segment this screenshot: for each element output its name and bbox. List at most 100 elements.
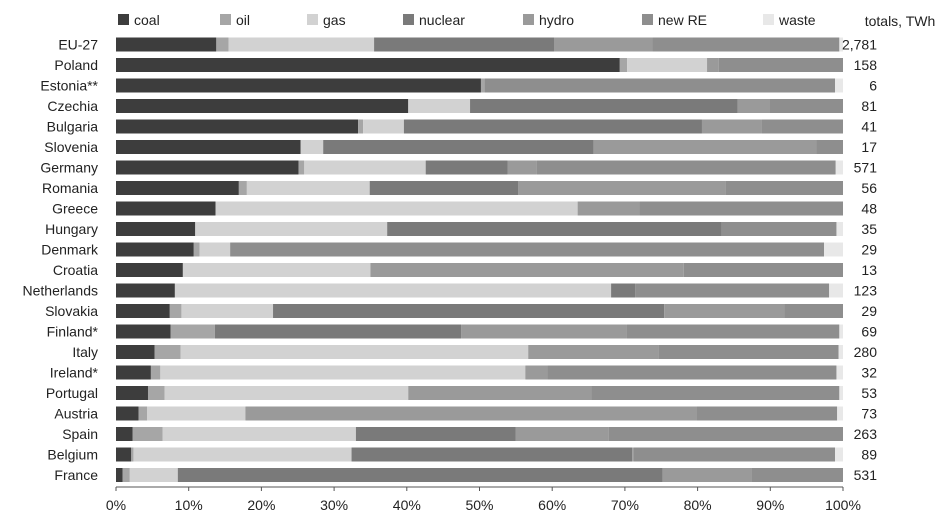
total-value: 123 <box>854 283 878 299</box>
bar-segment <box>246 181 370 195</box>
bar-segment <box>591 386 840 400</box>
total-value: 29 <box>861 303 877 319</box>
bar-segment <box>696 406 838 421</box>
bar-segment <box>518 181 726 195</box>
x-tick-label: 100% <box>825 497 861 513</box>
bar-segment <box>701 119 762 134</box>
bar-segment <box>215 201 578 216</box>
legend-swatch-gas <box>307 14 318 25</box>
bar-segment <box>116 345 155 359</box>
bar-segment <box>304 160 426 175</box>
x-tick-label: 90% <box>756 497 784 513</box>
bar-segment <box>784 304 843 318</box>
bar-segment <box>170 324 215 339</box>
category-label: Hungary <box>45 221 98 237</box>
category-label: Belgium <box>47 447 98 463</box>
total-value: 69 <box>861 324 877 340</box>
bar-segment <box>839 324 843 339</box>
bar-segment <box>182 263 371 277</box>
bar-segment <box>300 140 324 154</box>
legend-label-nuclear: nuclear <box>419 12 465 28</box>
bar-segment <box>662 468 752 482</box>
legend-label-oil: oil <box>236 12 250 28</box>
category-label: Portugal <box>46 385 98 401</box>
bar-segment <box>164 386 409 400</box>
bar-segment <box>769 99 843 113</box>
legend-swatch-waste <box>763 14 774 25</box>
bar-segment <box>323 140 594 154</box>
bar-segment <box>358 119 364 134</box>
bar-segment <box>484 78 835 93</box>
bar-segment <box>836 222 843 236</box>
bar-segment <box>507 160 537 175</box>
bar-segment <box>116 283 175 298</box>
total-value: 2,781 <box>842 37 877 53</box>
bar-segment <box>245 406 697 421</box>
x-tick-label: 0% <box>106 497 126 513</box>
bar-segment <box>214 324 462 339</box>
bar-segment <box>138 406 148 421</box>
bar-segment <box>116 37 217 52</box>
bar-segment <box>387 222 722 236</box>
category-label: Austria <box>54 406 98 422</box>
bar-segment <box>228 37 375 52</box>
bar-segment <box>116 58 620 72</box>
legend-label-gas: gas <box>323 12 346 28</box>
total-value: 53 <box>861 385 877 401</box>
x-tick-label: 60% <box>538 497 566 513</box>
legend-swatch-hydro <box>523 14 534 25</box>
bar-segment <box>652 37 840 52</box>
category-label: Italy <box>72 344 98 360</box>
category-label: Ireland* <box>50 365 99 381</box>
bar-segment <box>193 242 200 257</box>
category-label: Germany <box>40 160 98 176</box>
total-value: 17 <box>861 139 877 155</box>
legend: coal oil gas nuclear hydro new RE waste <box>118 12 816 28</box>
bar-segment <box>721 222 837 236</box>
category-labels: EU-27 Poland Estonia** Czechia Bulgaria Slove… <box>23 37 99 484</box>
bar-segment <box>611 283 636 298</box>
bar-segment <box>408 99 471 113</box>
bar-segment <box>839 37 843 52</box>
total-value: 531 <box>854 467 878 483</box>
bar-segment <box>683 263 843 277</box>
bar-segment <box>150 365 161 380</box>
bar-segment <box>577 201 640 216</box>
bar-segment <box>116 406 139 421</box>
bar-segment <box>403 119 702 134</box>
bar-segment <box>470 99 738 113</box>
bar-segment <box>515 427 609 441</box>
bar-segment <box>195 222 388 236</box>
bar-segment <box>116 140 301 154</box>
bar-segment <box>147 386 165 400</box>
x-tick-label: 50% <box>465 497 493 513</box>
bar-segment <box>839 386 843 400</box>
totals-column: 2,781 158 6 81 41 17 571 56 48 35 29 13 123 29 69 280 32… <box>842 37 877 484</box>
bar-segment <box>116 447 132 462</box>
bar-segment <box>547 365 837 380</box>
bar-segment <box>816 140 843 154</box>
bar-segment <box>635 283 830 298</box>
category-label: Bulgaria <box>47 119 99 135</box>
bar-segment <box>633 447 835 462</box>
bar-segment <box>116 468 123 482</box>
bar-segment <box>536 160 836 175</box>
category-label: Greece <box>52 201 98 217</box>
bar-segment <box>116 304 170 318</box>
bar-segment <box>216 37 229 52</box>
bar-segment <box>116 324 171 339</box>
total-value: 73 <box>861 406 877 422</box>
bar-segment <box>836 365 843 380</box>
bar-segment <box>133 447 352 462</box>
bar-segment <box>116 78 481 93</box>
bar-segment <box>408 386 592 400</box>
legend-swatch-oil <box>220 14 231 25</box>
legend-label-new-RE: new RE <box>658 12 707 28</box>
x-tick-label: 80% <box>684 497 712 513</box>
bar-segment <box>116 181 239 195</box>
bar-segment <box>480 78 485 93</box>
bar-segment <box>116 201 216 216</box>
total-value: 29 <box>861 242 877 258</box>
legend-swatch-new-RE <box>642 14 653 25</box>
